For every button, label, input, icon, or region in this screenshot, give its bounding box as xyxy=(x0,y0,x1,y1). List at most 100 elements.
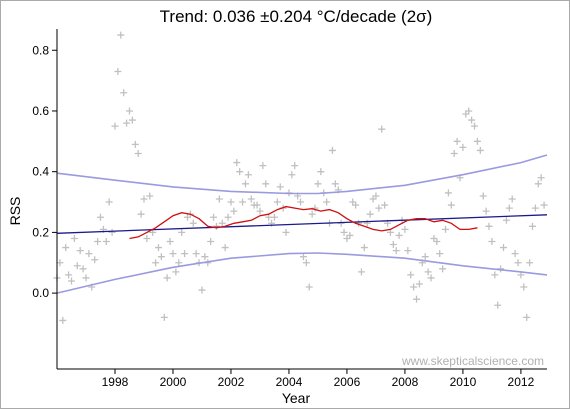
data-point xyxy=(172,268,180,276)
data-point xyxy=(91,256,99,264)
data-point xyxy=(221,244,229,252)
data-point xyxy=(236,168,244,176)
y-tick-label: 0.6 xyxy=(32,104,49,118)
data-point xyxy=(181,250,189,258)
data-point xyxy=(152,259,160,267)
y-tick-label: 0.0 xyxy=(32,286,49,300)
x-tick-label: 2002 xyxy=(218,375,245,389)
x-tick-label: 2006 xyxy=(334,375,361,389)
data-point xyxy=(346,231,354,239)
data-point xyxy=(215,195,223,203)
data-point xyxy=(270,213,278,221)
data-point xyxy=(413,295,421,303)
data-point xyxy=(117,31,125,39)
data-point xyxy=(439,265,447,273)
data-point xyxy=(175,259,183,267)
y-tick-label: 0.8 xyxy=(32,43,49,57)
trend-line xyxy=(56,214,548,234)
axes xyxy=(52,29,547,374)
data-point xyxy=(154,244,162,252)
data-point xyxy=(323,198,331,206)
data-point xyxy=(389,241,397,249)
data-point xyxy=(282,228,290,236)
data-point xyxy=(415,280,423,288)
tick-labels: 1998 2000 2002 2004 2006 2008 2010 2012 0.0 0.2 0.… xyxy=(32,43,534,389)
data-point xyxy=(436,250,444,258)
chart-lines xyxy=(56,154,548,294)
data-point xyxy=(273,198,281,206)
data-point xyxy=(56,259,64,267)
data-point xyxy=(328,146,336,154)
data-point xyxy=(62,244,70,252)
data-point xyxy=(404,247,412,255)
data-point xyxy=(233,159,241,167)
data-point xyxy=(508,195,516,203)
data-point xyxy=(70,234,78,242)
data-point xyxy=(76,247,84,255)
data-point xyxy=(433,238,441,245)
data-point xyxy=(360,244,368,252)
data-point xyxy=(253,201,261,209)
data-point xyxy=(502,216,510,224)
data-point xyxy=(407,271,415,279)
data-point xyxy=(476,146,484,154)
data-point xyxy=(157,253,165,261)
data-point xyxy=(465,107,473,115)
data-point xyxy=(82,274,90,282)
data-point xyxy=(308,210,316,218)
confidence-lower-line xyxy=(56,252,548,294)
data-point xyxy=(479,192,487,200)
data-point xyxy=(317,168,325,176)
data-point xyxy=(531,204,539,212)
data-point xyxy=(494,301,502,309)
data-point xyxy=(366,210,374,218)
data-point xyxy=(276,183,284,191)
data-point xyxy=(169,250,177,258)
data-point xyxy=(482,207,490,215)
x-tick-label: 2000 xyxy=(160,375,187,389)
data-point xyxy=(259,162,267,170)
data-point xyxy=(108,228,116,236)
data-point xyxy=(302,259,310,267)
data-point xyxy=(230,207,238,215)
data-point xyxy=(453,137,461,145)
data-point xyxy=(134,149,142,157)
data-point xyxy=(85,250,93,258)
data-point xyxy=(520,283,528,291)
data-point xyxy=(114,68,122,75)
data-point xyxy=(140,195,148,203)
data-point xyxy=(288,171,296,179)
data-point xyxy=(146,192,154,200)
data-point xyxy=(421,253,429,261)
data-point xyxy=(375,204,383,212)
data-point xyxy=(59,316,67,324)
data-point xyxy=(447,201,455,209)
data-point xyxy=(459,143,467,151)
data-point xyxy=(511,250,519,258)
data-point xyxy=(529,222,537,230)
data-point xyxy=(102,238,110,245)
data-point xyxy=(125,107,133,115)
data-point xyxy=(73,262,81,270)
y-tick-label: 0.4 xyxy=(32,165,49,179)
data-point xyxy=(227,198,235,206)
data-points xyxy=(53,31,548,324)
data-point xyxy=(198,286,206,294)
data-point xyxy=(120,89,128,97)
data-point xyxy=(444,189,452,197)
data-point xyxy=(262,180,270,188)
data-point xyxy=(239,198,247,206)
data-point xyxy=(178,228,186,236)
data-point xyxy=(442,225,450,233)
data-point xyxy=(471,122,479,130)
data-point xyxy=(395,231,403,239)
data-point xyxy=(427,274,435,282)
data-point xyxy=(450,149,458,157)
data-point xyxy=(299,253,307,261)
y-axis-label: RSS xyxy=(7,197,23,226)
data-point xyxy=(523,313,531,321)
data-point xyxy=(410,283,418,291)
data-point xyxy=(210,213,218,221)
data-point xyxy=(79,265,87,273)
